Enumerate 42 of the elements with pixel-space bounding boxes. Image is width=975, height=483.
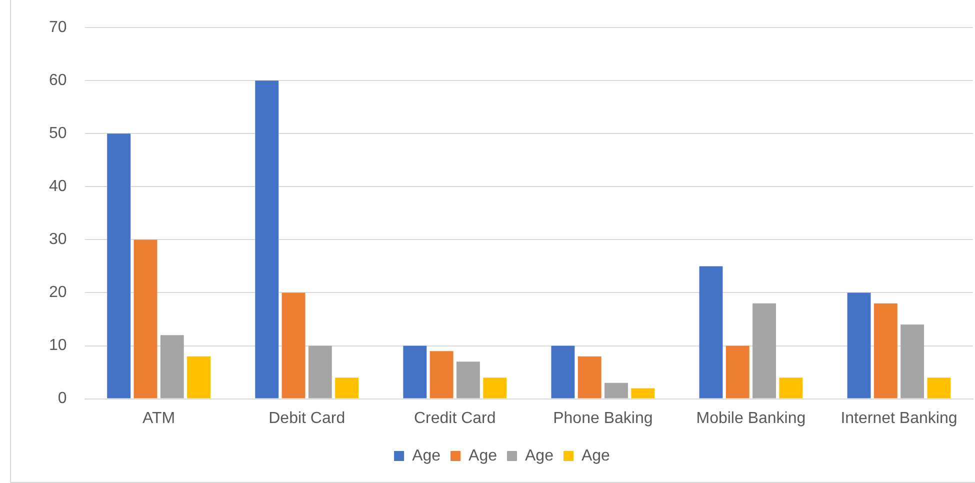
- bar: [699, 266, 723, 398]
- y-tick-label: 60: [49, 72, 67, 90]
- bar: [134, 240, 158, 398]
- y-tick-label: 20: [49, 284, 67, 302]
- bar: [927, 378, 951, 398]
- legend-label: Age: [581, 447, 610, 464]
- legend-label: Age: [468, 447, 498, 464]
- y-tick-label: 30: [49, 231, 67, 248]
- x-tick-label: Debit Card: [268, 410, 346, 427]
- bar: [255, 80, 279, 398]
- bar: [551, 346, 575, 398]
- bar: [308, 346, 332, 398]
- legend-label: Age: [525, 447, 554, 464]
- bar: [107, 134, 131, 398]
- bar: [483, 378, 507, 398]
- bar: [847, 292, 871, 398]
- x-tick-label: Mobile Banking: [696, 410, 806, 427]
- x-tick-label: ATM: [142, 410, 176, 427]
- bar: [874, 303, 898, 398]
- bar: [578, 356, 602, 398]
- bar: [631, 388, 655, 398]
- y-tick-label: 40: [49, 178, 67, 196]
- bar: [752, 303, 776, 398]
- bar: [779, 378, 803, 398]
- bar: [187, 356, 211, 398]
- y-tick-label: 50: [49, 125, 67, 142]
- x-tick-label: Phone Baking: [553, 410, 653, 427]
- bar: [900, 324, 924, 398]
- bar: [335, 378, 359, 398]
- x-tick-label: Internet Banking: [840, 410, 958, 427]
- y-tick-label: 10: [49, 337, 67, 354]
- bar: [604, 382, 628, 398]
- bar: [726, 346, 750, 398]
- bar: [403, 346, 427, 398]
- bar: [282, 292, 306, 398]
- y-tick-label: 0: [58, 390, 67, 408]
- x-tick-label: Credit Card: [414, 410, 496, 427]
- bar: [160, 335, 184, 398]
- legend-label: Age: [412, 447, 441, 464]
- bar: [430, 351, 454, 398]
- y-tick-label: 70: [49, 19, 67, 36]
- bar: [456, 362, 480, 398]
